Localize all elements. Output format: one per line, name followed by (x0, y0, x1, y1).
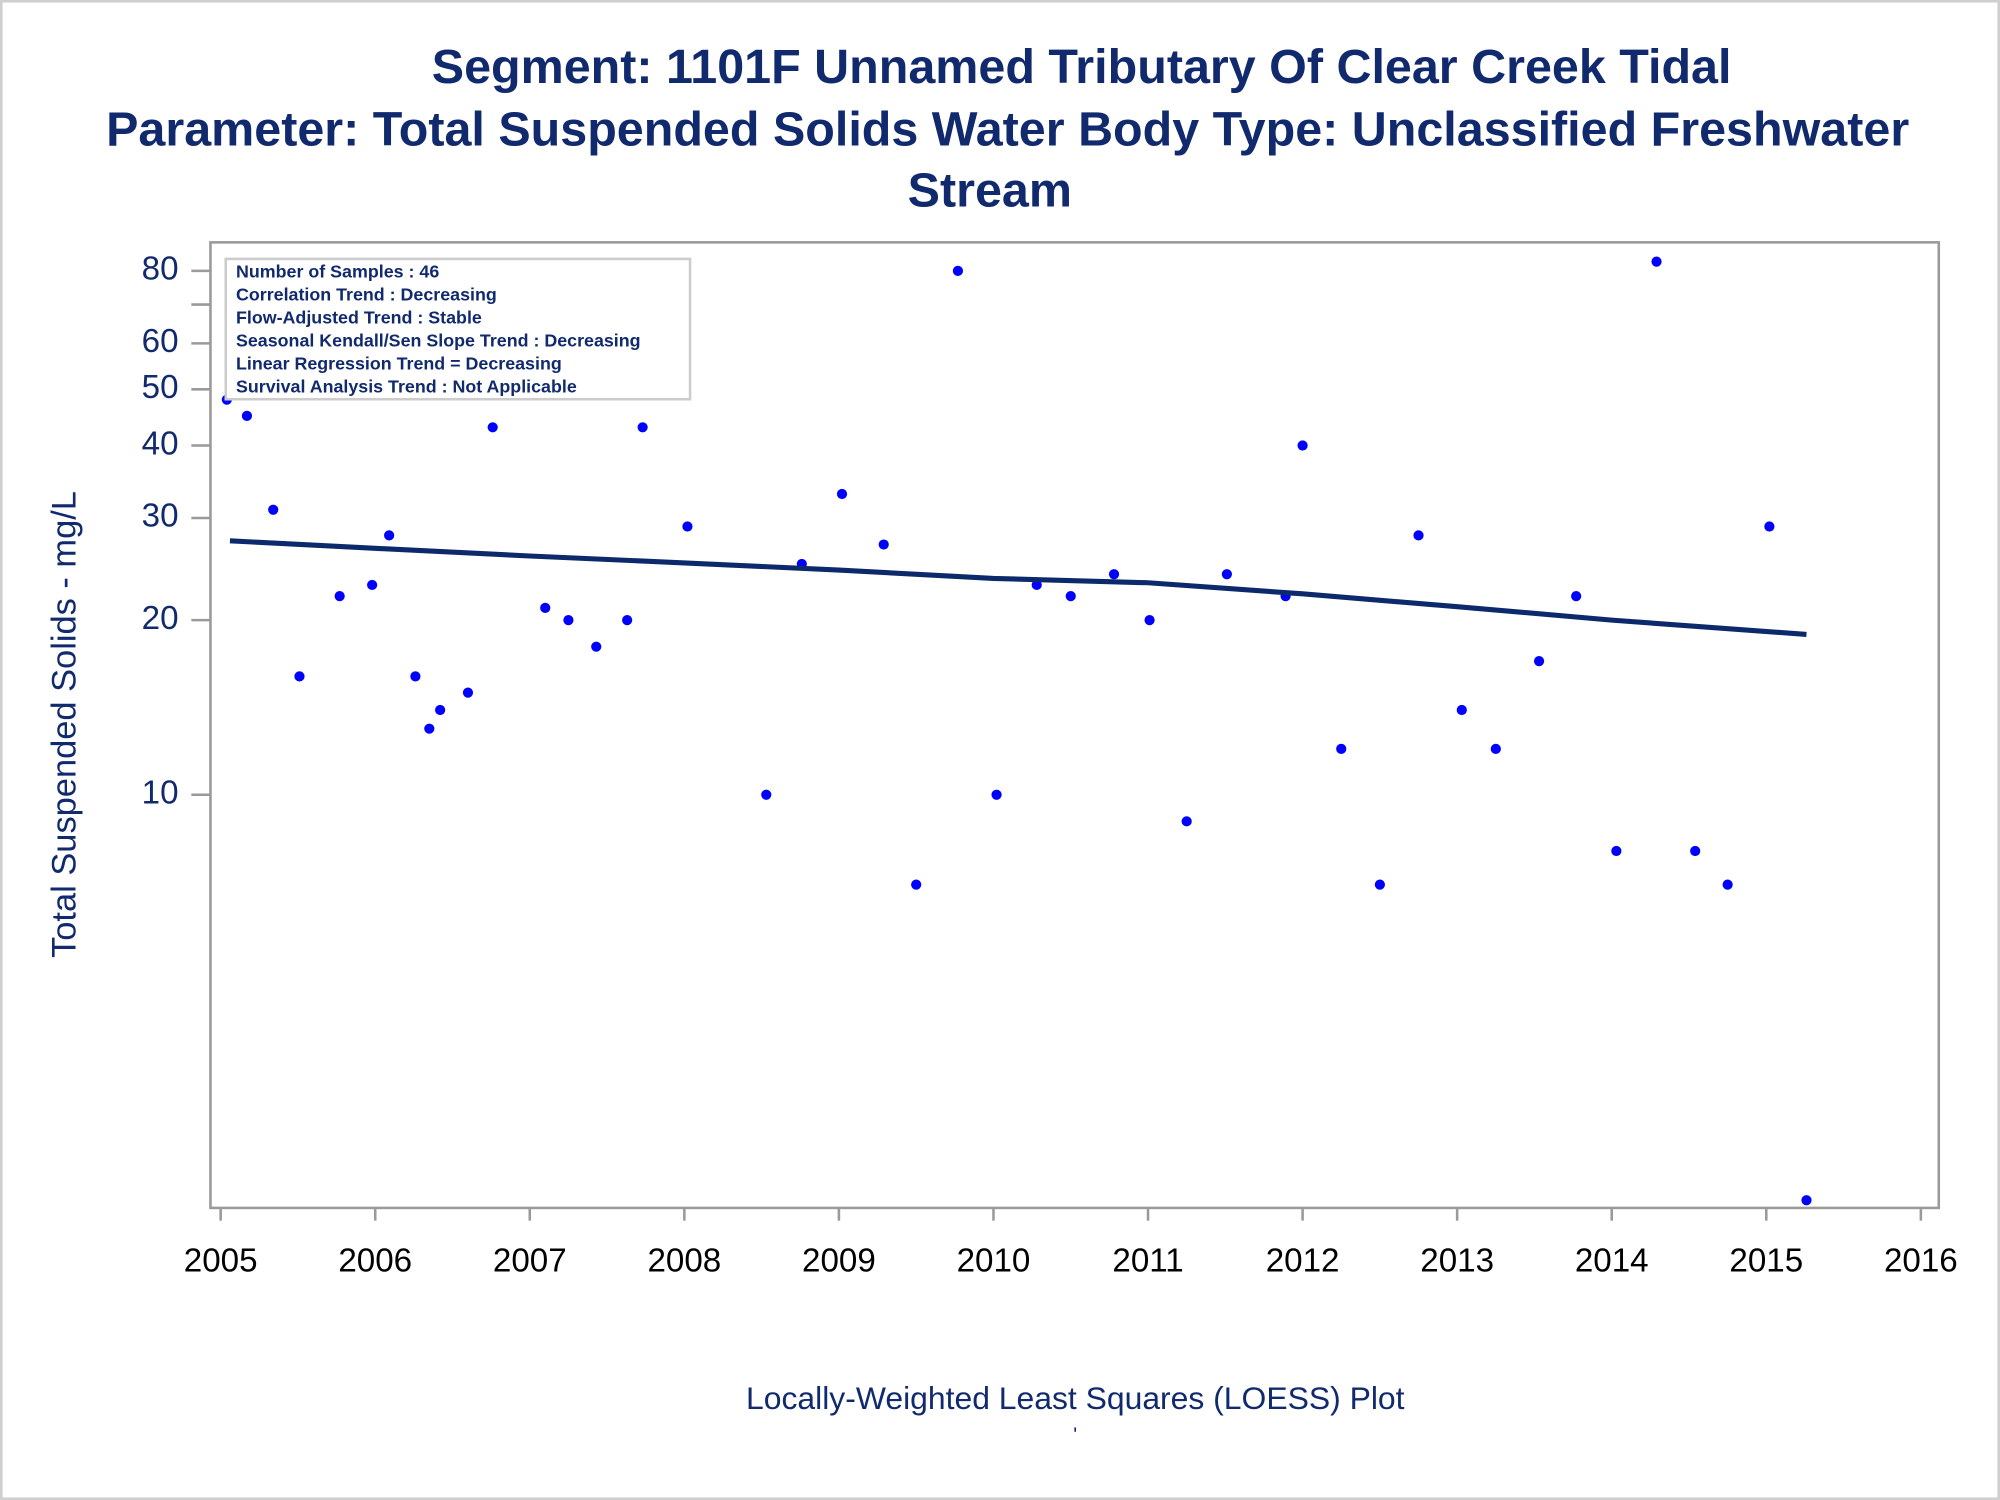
x-tick-label: 2008 (647, 1243, 721, 1280)
y-tick-label: 10 (142, 775, 179, 812)
data-point (1374, 879, 1385, 890)
chart-subtitle: Parameter: Total Suspended Solids Water … (106, 102, 1909, 156)
data-point (424, 723, 435, 734)
data-point (487, 422, 498, 433)
data-point (836, 488, 848, 500)
plot-area: 2005 2006 2007 2008 2009 2010 2011 2012 2013 2014… (142, 251, 1958, 1280)
data-point (1490, 743, 1501, 754)
data-point (1571, 591, 1582, 602)
x-tick-label: 2015 (1729, 1243, 1803, 1280)
x-tick-label: 2009 (802, 1243, 876, 1280)
data-point (878, 539, 889, 550)
stats-text: Number of Samples : 46 Correlation Trend … (236, 262, 641, 397)
data-point (334, 591, 345, 602)
plot-frame (209, 241, 1941, 1210)
data-point (540, 602, 551, 613)
stats-line: Seasonal Kendall/Sen Slope Trend : Decre… (236, 331, 641, 351)
data-point (1221, 569, 1232, 580)
data-point (991, 789, 1002, 800)
data-point (1336, 743, 1347, 754)
data-point (622, 615, 633, 626)
data-point (241, 410, 253, 421)
data-point (1611, 845, 1622, 857)
x-tick-label: 2013 (1420, 1243, 1494, 1280)
x-tick-label: 2010 (957, 1243, 1031, 1280)
data-point (367, 579, 378, 591)
x-tick-label: 2007 (493, 1243, 567, 1280)
data-point (761, 789, 772, 800)
stats-line: Flow-Adjusted Trend : Stable (236, 308, 482, 328)
data-point (1533, 655, 1545, 667)
y-axis-label: Total Suspended Solids - mg/L (45, 491, 83, 958)
x-tick-label: 2014 (1575, 1243, 1649, 1280)
data-point (1722, 879, 1733, 890)
data-point (1144, 615, 1155, 626)
x-tick-label: 2011 (1112, 1243, 1183, 1280)
x-tick-label: 2006 (338, 1243, 412, 1280)
data-point (637, 422, 648, 433)
y-tick-label: 80 (142, 251, 179, 288)
stats-line: Number of Samples : 46 (236, 262, 439, 282)
data-point (682, 521, 693, 532)
x-tick-label: 2012 (1266, 1243, 1340, 1280)
chart-subtitle: Stream (908, 164, 1072, 218)
data-point (1108, 569, 1120, 580)
data-point (1297, 440, 1308, 451)
data-point (268, 504, 279, 515)
y-tick-label: 40 (142, 425, 179, 462)
data-point (911, 879, 922, 890)
data-point (1031, 579, 1042, 591)
chart-title: Segment: 1101F Unnamed Tributary Of Clea… (432, 40, 1732, 94)
data-point (294, 671, 305, 682)
data-point (563, 615, 574, 626)
footnote: ' (1073, 1425, 1077, 1447)
data-point (1065, 591, 1076, 602)
data-point (1181, 816, 1192, 827)
y-tick-label: 30 (142, 498, 179, 535)
data-point (435, 704, 446, 716)
data-point (952, 265, 964, 276)
data-point (1651, 256, 1662, 267)
stats-line: Survival Analysis Trend : Not Applicable (236, 376, 577, 396)
data-point (384, 530, 395, 541)
data-point (591, 641, 602, 652)
stats-line: Correlation Trend : Decreasing (236, 285, 497, 305)
y-tick-label: 60 (142, 323, 179, 360)
x-tick-label: 2005 (184, 1243, 258, 1280)
stats-box (224, 257, 692, 401)
data-point (1690, 845, 1701, 857)
stats-line: Linear Regression Trend = Decreasing (236, 354, 562, 374)
data-point (1456, 704, 1467, 716)
data-point (1801, 1195, 1812, 1206)
data-point (462, 687, 474, 698)
y-tick-label: 50 (142, 369, 179, 406)
data-point (1764, 521, 1775, 532)
data-point (410, 671, 421, 682)
x-tick-label: 2016 (1884, 1243, 1958, 1280)
y-tick-label: 20 (142, 600, 179, 637)
data-point (1413, 530, 1424, 541)
loess-line (229, 538, 1807, 637)
x-axis-label: Locally-Weighted Least Squares (LOESS) P… (746, 1380, 1405, 1416)
